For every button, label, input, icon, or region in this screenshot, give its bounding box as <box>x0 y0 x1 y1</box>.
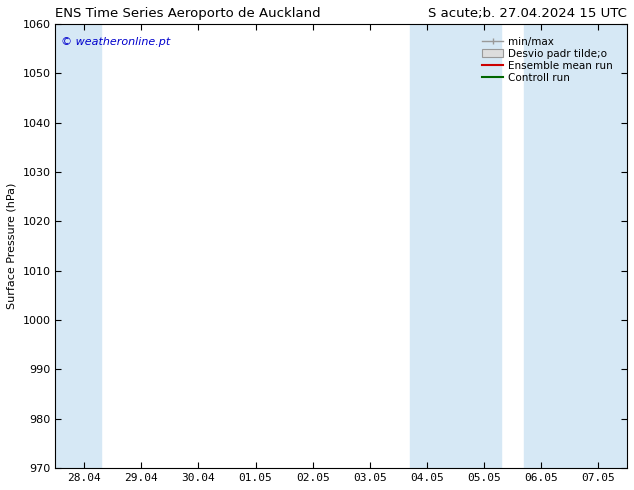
Bar <box>56 24 101 468</box>
Y-axis label: Surface Pressure (hPa): Surface Pressure (hPa) <box>7 183 17 309</box>
Text: © weatheronline.pt: © weatheronline.pt <box>61 37 171 47</box>
Bar <box>410 24 501 468</box>
Bar <box>524 24 627 468</box>
Text: S acute;b. 27.04.2024 15 UTC: S acute;b. 27.04.2024 15 UTC <box>428 7 627 20</box>
Legend: min/max, Desvio padr tilde;o, Ensemble mean run, Controll run: min/max, Desvio padr tilde;o, Ensemble m… <box>479 33 616 86</box>
Text: ENS Time Series Aeroporto de Auckland: ENS Time Series Aeroporto de Auckland <box>56 7 321 20</box>
